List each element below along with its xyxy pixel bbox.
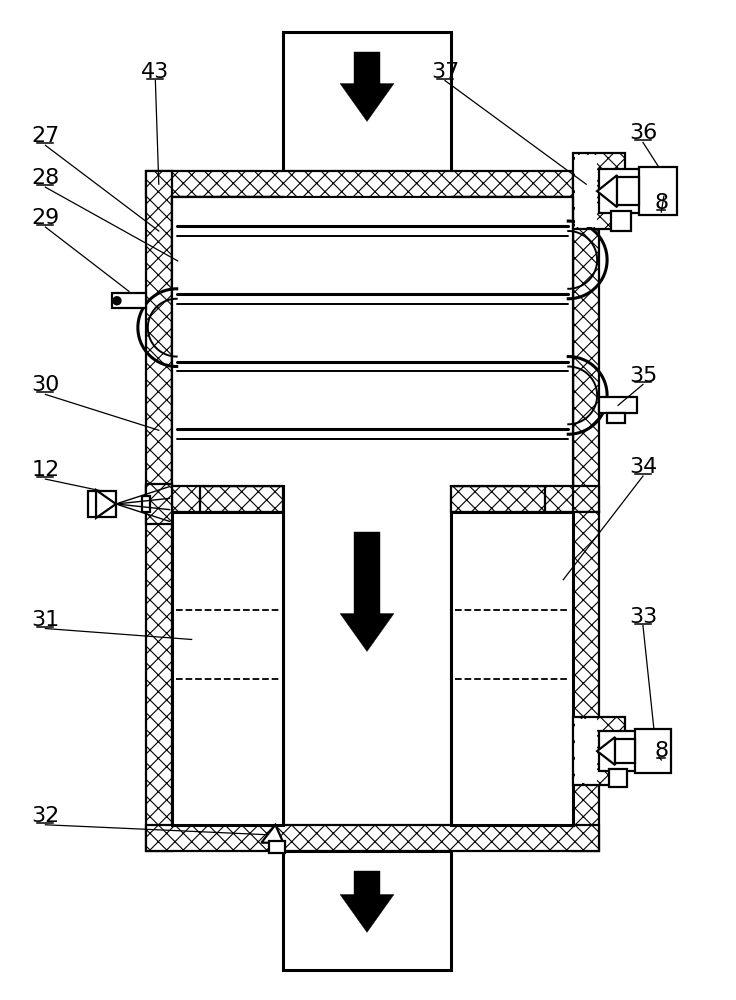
Bar — [611, 211, 631, 231]
Text: 12: 12 — [31, 460, 60, 480]
Bar — [573, 171, 599, 512]
Bar — [450, 197, 573, 486]
Text: 37: 37 — [431, 62, 459, 82]
Bar — [545, 484, 573, 512]
Bar — [599, 731, 639, 771]
Text: 33: 33 — [629, 607, 657, 627]
Text: 35: 35 — [629, 366, 657, 386]
Bar — [354, 532, 380, 614]
Bar — [146, 486, 283, 512]
Polygon shape — [96, 490, 116, 518]
Bar — [450, 512, 573, 825]
Text: 27: 27 — [31, 126, 60, 146]
Bar — [112, 293, 146, 308]
Bar — [573, 153, 625, 229]
Polygon shape — [261, 825, 283, 843]
Bar — [617, 177, 639, 205]
Bar — [452, 198, 572, 485]
Polygon shape — [340, 614, 394, 651]
Bar — [607, 413, 625, 423]
Bar — [142, 496, 150, 512]
Bar — [146, 825, 599, 851]
Bar — [283, 851, 450, 970]
Text: 8: 8 — [654, 193, 668, 213]
Polygon shape — [597, 175, 617, 207]
Bar — [599, 169, 643, 213]
Bar — [576, 155, 597, 227]
Bar — [450, 486, 599, 512]
Bar — [573, 512, 599, 851]
Text: 28: 28 — [31, 168, 60, 188]
Bar — [615, 739, 635, 763]
Bar — [146, 484, 171, 524]
Text: 43: 43 — [141, 62, 169, 82]
Bar — [269, 841, 286, 853]
Polygon shape — [597, 737, 615, 765]
Bar — [146, 171, 171, 512]
Bar — [354, 52, 380, 84]
Bar — [173, 198, 572, 485]
Text: 32: 32 — [31, 806, 60, 826]
Bar — [576, 719, 597, 783]
Bar — [609, 769, 627, 787]
Bar — [599, 397, 637, 413]
Text: 36: 36 — [629, 123, 657, 143]
Bar — [88, 491, 116, 517]
Bar — [635, 729, 670, 773]
Text: 30: 30 — [31, 375, 60, 395]
Text: 31: 31 — [31, 610, 60, 630]
Polygon shape — [340, 84, 394, 121]
Bar — [171, 512, 283, 825]
Circle shape — [113, 297, 121, 305]
Bar — [146, 512, 171, 851]
Bar — [639, 167, 677, 215]
Bar — [173, 198, 283, 485]
Bar — [171, 484, 199, 512]
Bar — [171, 197, 283, 486]
Bar — [146, 171, 599, 197]
Text: 8: 8 — [654, 741, 668, 761]
Polygon shape — [340, 895, 394, 932]
Bar — [283, 32, 450, 171]
Text: 34: 34 — [629, 457, 657, 477]
Bar — [354, 871, 380, 895]
Bar — [573, 717, 625, 785]
Text: 29: 29 — [31, 208, 60, 228]
